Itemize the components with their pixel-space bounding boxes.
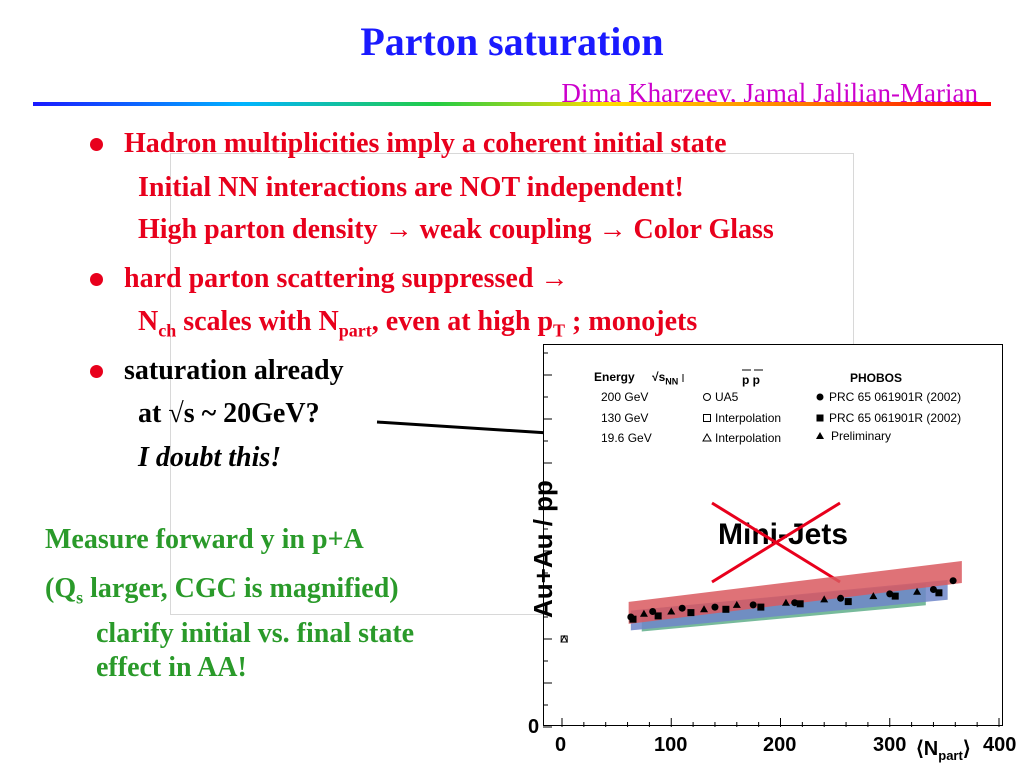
note-line-2: (Qs larger, CGC is magnified) [45,573,399,608]
chart-frame [543,344,1003,726]
legend-phobos-row-3: Preliminary [831,429,892,443]
data-point-circle [929,586,937,593]
data-point-circle [949,577,957,585]
arrow-icon: → [540,263,569,294]
legend-filled-square-marker [816,414,824,422]
data-point-triangle [732,600,741,608]
data-point-circle [749,601,757,609]
data-point-circle [886,590,894,598]
data-point-triangle [639,609,648,617]
pp-reference-marker [560,634,568,643]
y-tick-label: 0 [528,716,540,738]
rainbow-divider [33,102,991,106]
bullet-3-sub-2: I doubt this! [138,442,282,473]
legend-filled-triangle-marker [816,432,824,439]
bullet-2-text: hard parton scattering suppressed → [124,263,569,294]
legend-open-square-marker [703,414,711,422]
data-point-circle [791,599,799,607]
note-line-4: effect in AA! [96,652,247,683]
data-point-square [757,603,765,611]
legend-energy-200: 200 GeV [601,390,649,404]
data-point-square [891,592,899,600]
x-tick-label: 300 [873,734,907,756]
x-tick-label: 200 [763,734,797,756]
legend-open-circle-marker [703,393,711,401]
legend-sqrt-header: √sNN [652,370,679,387]
legend-energy-header: Energy [594,370,635,384]
legend-phobos-header: PHOBOS [850,371,903,385]
data-point-square [935,589,943,597]
legend-pp-row-3: Interpolation [715,431,782,445]
legend-pp-header: p p [742,373,760,387]
x-axis-label: ⟨Npart⟩ [916,738,971,763]
data-point-square [796,600,804,608]
data-point-triangle [700,605,709,613]
legend-energy-130: 130 GeV [601,411,649,425]
bullet-2-sub-1: Nch scales with Npart, even at high pT ;… [138,306,698,341]
bullet-1-sub-1: Initial NN interactions are NOT independ… [138,172,684,203]
x-tick-label: 0 [555,734,567,756]
legend-energy-19: 19.6 GeV [601,431,652,445]
data-point-triangle [667,607,676,615]
data-point-circle [678,604,686,612]
bullet-1-text: Hadron multiplicities imply a coherent i… [124,128,727,159]
bullet-dot [90,365,103,378]
data-point-square [844,598,852,606]
data-point-triangle [913,587,922,595]
bullet-1-sub-2: High parton density → weak coupling → Co… [138,214,774,245]
legend-phobos-row-1: PRC 65 061901R (2002) [829,390,962,404]
legend-pp-row-2: Interpolation [715,411,782,425]
arrow-icon: → [598,214,627,245]
data-point-circle [711,603,719,611]
data-point-circle [837,594,845,602]
data-point-triangle [869,592,878,600]
legend-phobos-row-2: PRC 65 061901R (2002) [829,411,962,425]
arrow-icon: → [384,214,413,245]
bullet-3-text: saturation already [124,355,344,386]
legend-pp-row-1: UA5 [715,390,739,404]
legend-filled-circle-marker [816,393,824,401]
bullet-3-sub-1: at √s ~ 20GeV? [138,398,320,429]
legend-open-triangle-marker [702,432,712,442]
data-point-square [629,615,637,623]
data-point-square [722,605,730,613]
data-point-triangle [781,598,790,606]
x-tick-label: 100 [654,734,688,756]
bullet-dot [90,273,103,286]
data-point-square [654,612,662,620]
note-line-3: clarify initial vs. final state [96,618,415,649]
data-point-square [687,609,695,617]
bullet-dot [90,138,103,151]
data-point-circle [649,608,657,615]
x-tick-label: 400 [983,734,1017,756]
data-point-triangle [820,595,829,603]
note-line-1: Measure forward y in p+A [45,524,364,555]
slide-title: Parton saturation [360,19,664,64]
